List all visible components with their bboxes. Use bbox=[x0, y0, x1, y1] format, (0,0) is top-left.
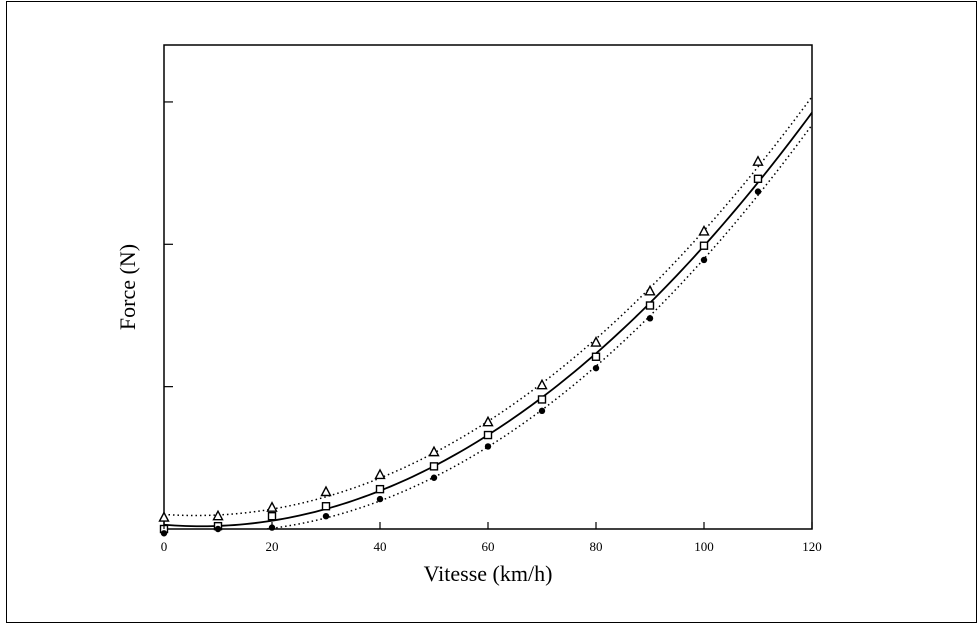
plot-area bbox=[163, 44, 813, 530]
figure-frame: 0 20 40 60 80 100 120 Vitesse (km/h) Force (N) bbox=[6, 1, 977, 623]
data-markers bbox=[158, 155, 764, 537]
x-axis-label: Vitesse (km/h) bbox=[424, 561, 553, 586]
data-point-triangle bbox=[698, 224, 710, 236]
data-point-triangle bbox=[374, 468, 386, 480]
data-point-square bbox=[375, 484, 385, 494]
y-axis-ticks bbox=[164, 101, 173, 388]
data-point-circle bbox=[538, 407, 546, 415]
x-axis-ticks: 0 20 40 60 80 100 120 bbox=[161, 522, 822, 554]
x-tick-label: 20 bbox=[266, 539, 279, 554]
data-point-circle bbox=[700, 256, 708, 264]
x-tick-label: 0 bbox=[161, 539, 168, 554]
series-curve-triangle bbox=[164, 96, 812, 517]
data-point-square bbox=[645, 301, 655, 310]
data-point-square bbox=[483, 430, 493, 440]
data-point-square bbox=[321, 502, 331, 511]
data-point-circle bbox=[754, 188, 762, 195]
fitted-curves bbox=[164, 96, 812, 529]
data-point-circle bbox=[376, 495, 384, 503]
data-point-circle bbox=[214, 525, 222, 533]
data-point-triangle bbox=[536, 378, 548, 390]
y-axis-label: Force (N) bbox=[115, 244, 140, 330]
data-point-square bbox=[753, 174, 763, 184]
x-tick-label: 100 bbox=[694, 539, 714, 554]
data-point-circle bbox=[646, 315, 654, 322]
data-point-circle bbox=[484, 443, 492, 450]
data-point-square bbox=[699, 241, 709, 250]
data-point-triangle bbox=[266, 501, 278, 512]
data-point-circle bbox=[322, 512, 330, 520]
data-point-square bbox=[537, 395, 547, 404]
data-point-circle bbox=[592, 364, 600, 372]
data-point-triangle bbox=[428, 445, 440, 457]
x-tick-label: 60 bbox=[482, 539, 495, 554]
x-tick-label: 80 bbox=[590, 539, 603, 554]
series-curve-circle bbox=[164, 124, 812, 529]
series-curve-square bbox=[164, 112, 812, 528]
data-point-square bbox=[429, 462, 439, 471]
data-point-square bbox=[591, 352, 601, 361]
data-point-triangle bbox=[158, 511, 170, 522]
chart: 0 20 40 60 80 100 120 Vitesse (km/h) Force (N) bbox=[115, 44, 822, 586]
data-point-triangle bbox=[590, 336, 602, 347]
x-tick-label: 40 bbox=[374, 539, 387, 554]
x-tick-label: 120 bbox=[802, 539, 822, 554]
data-point-square bbox=[267, 511, 277, 521]
data-point-triangle bbox=[212, 509, 224, 521]
data-point-triangle bbox=[752, 155, 764, 166]
data-point-triangle bbox=[320, 485, 332, 497]
data-point-circle bbox=[430, 474, 438, 481]
data-point-triangle bbox=[644, 284, 656, 296]
data-point-triangle bbox=[482, 415, 494, 427]
data-point-circle bbox=[160, 530, 168, 537]
